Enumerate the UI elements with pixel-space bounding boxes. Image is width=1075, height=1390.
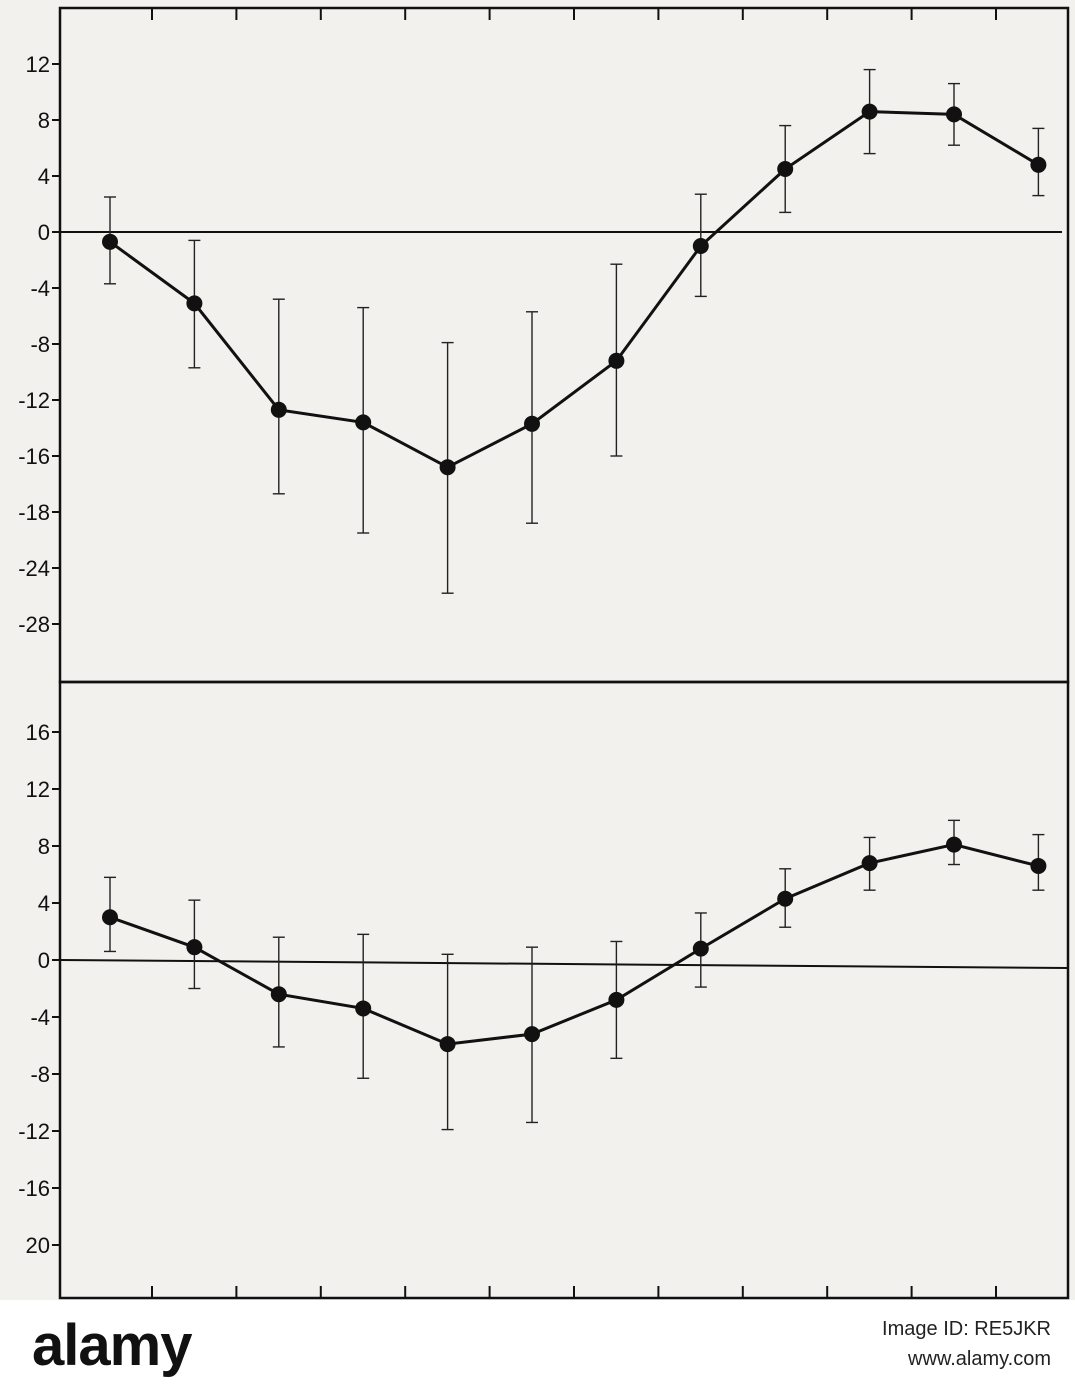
data-point — [608, 991, 625, 1008]
y-tick-label: 12 — [26, 777, 50, 802]
figure-scan: 12 8 4 0 -4 -8 -12 -16 -18 -24 -28 16 12 8 4 0 -4 -8 -12 -1… — [0, 0, 1075, 1300]
data-point — [439, 459, 456, 476]
y-tick-label: -18 — [18, 500, 50, 525]
data-point — [861, 103, 878, 120]
y-tick-label: -28 — [18, 612, 50, 637]
data-point — [355, 1000, 372, 1017]
y-tick-label: 4 — [38, 891, 50, 916]
y-tick-label: 8 — [38, 108, 50, 133]
y-tick-label: -16 — [18, 1176, 50, 1201]
data-point — [1030, 857, 1047, 874]
panel-1-frame — [58, 6, 1070, 684]
data-point — [102, 909, 118, 926]
y-tick-label: 16 — [26, 720, 50, 745]
data-point — [946, 106, 962, 123]
data-point — [524, 1026, 540, 1043]
data-point — [524, 415, 540, 432]
data-point — [355, 414, 372, 431]
data-point — [1030, 156, 1047, 173]
data-point — [186, 295, 203, 312]
y-tick-label: 4 — [38, 164, 50, 189]
series-line — [109, 110, 1040, 469]
data-point — [270, 986, 287, 1003]
data-point — [777, 890, 794, 907]
data-point — [439, 1036, 456, 1053]
y-tick-label: 20 — [26, 1233, 50, 1258]
y-tick-label: 12 — [26, 52, 50, 77]
data-point — [777, 161, 794, 177]
y-tick-label: -8 — [30, 1062, 50, 1087]
panel-2-frame — [58, 680, 1070, 1300]
watermark-image-id: Image ID: RE5JKR — [882, 1318, 1051, 1340]
y-tick-label: -12 — [18, 388, 50, 413]
y-tick-label: -4 — [30, 276, 50, 301]
y-tick-label: -24 — [18, 556, 50, 581]
data-point — [946, 836, 962, 853]
chart-figure: 12 8 4 0 -4 -8 -12 -16 -18 -24 -28 16 12 8 4 0 -4 -8 -12 -1… — [18, 6, 1070, 1300]
y-tick-label: 0 — [38, 220, 50, 245]
y-tick-label: -4 — [30, 1005, 50, 1030]
y-tick-label: -8 — [30, 332, 50, 357]
zero-line — [59, 959, 1069, 969]
panel-2: 16 12 8 4 0 -4 -8 -12 -16 20 — [18, 680, 1070, 1300]
data-point — [692, 940, 709, 957]
watermark-site: www.alamy.com — [908, 1348, 1051, 1370]
y-tick-label: 8 — [38, 834, 50, 859]
watermark-logo: alamy — [32, 1313, 192, 1378]
data-point — [861, 855, 878, 872]
watermark-bar: alamy Image ID: RE5JKR www.alamy.com — [0, 1300, 1075, 1390]
data-point — [102, 233, 118, 250]
watermark-info: Image ID: RE5JKR www.alamy.com — [791, 1314, 1051, 1374]
series-line — [109, 843, 1039, 1046]
data-point — [608, 352, 625, 369]
data-point — [270, 401, 287, 418]
y-tick-label: 0 — [38, 948, 50, 973]
y-tick-label: -12 — [18, 1119, 50, 1144]
data-point — [186, 939, 203, 956]
y-tick-label: -16 — [18, 444, 50, 469]
data-point — [692, 238, 709, 254]
panel-1: 12 8 4 0 -4 -8 -12 -16 -18 -24 -28 — [18, 6, 1070, 684]
